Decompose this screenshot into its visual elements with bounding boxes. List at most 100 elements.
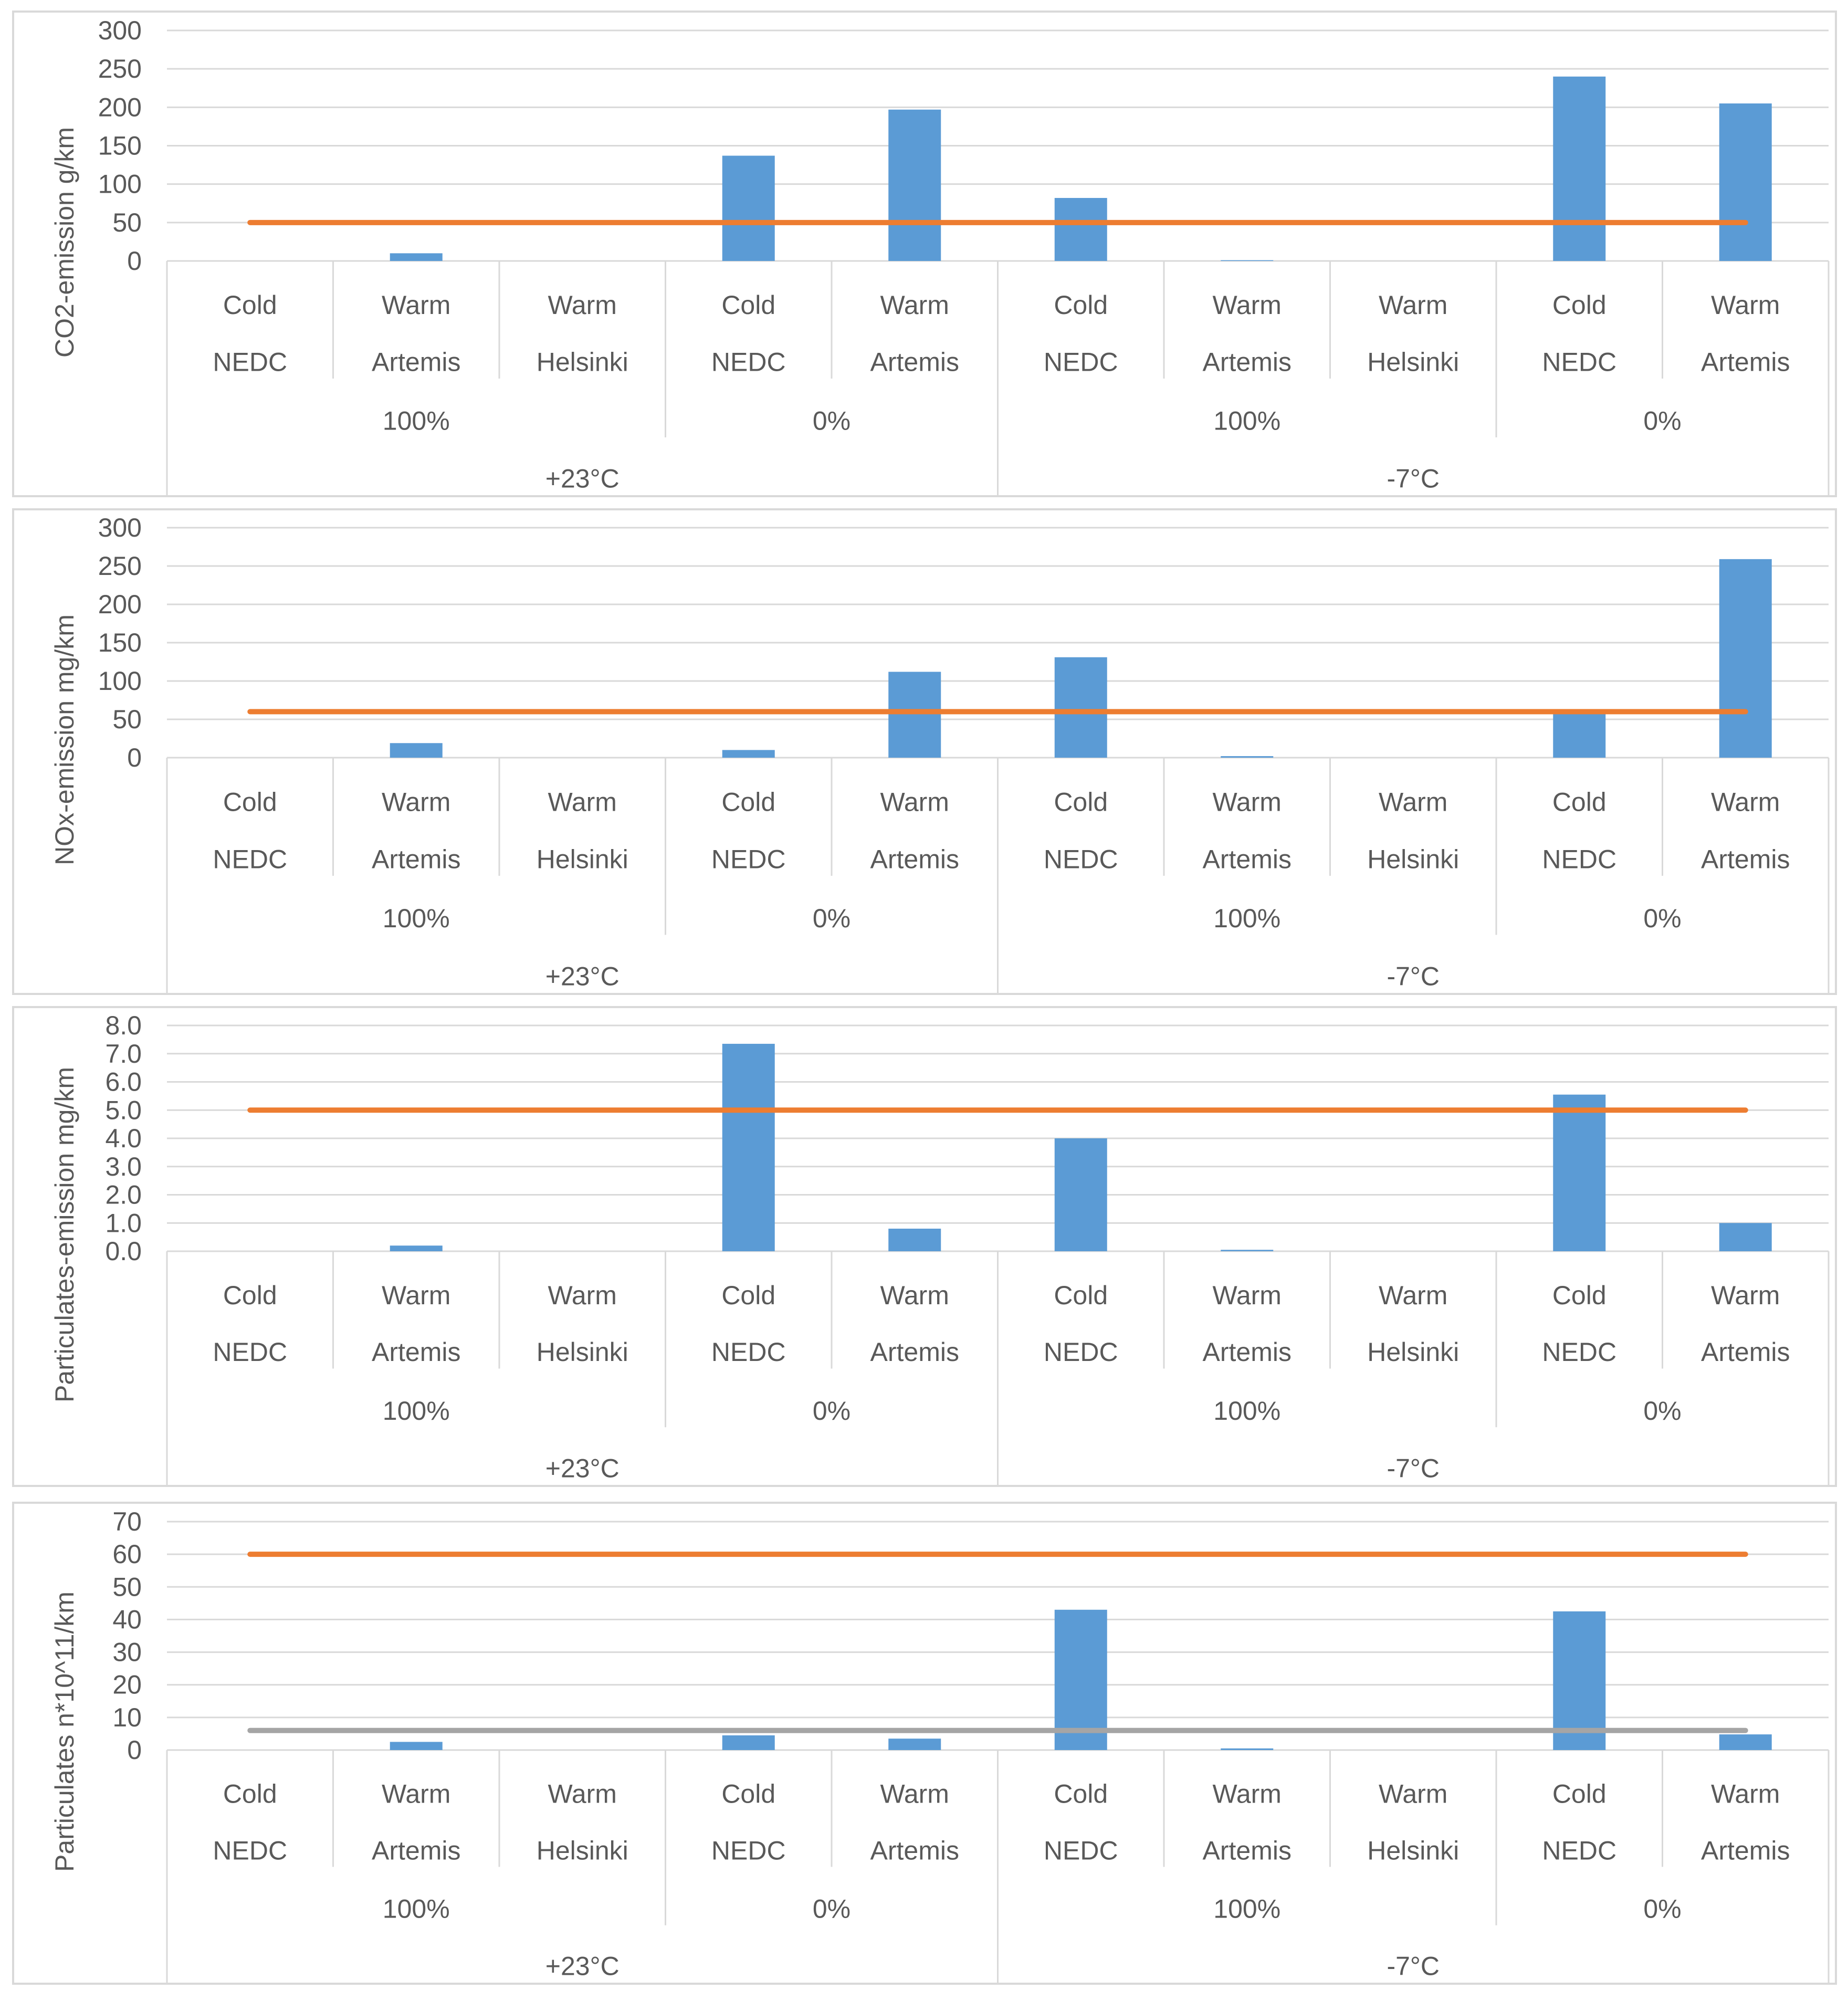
bar-cold-nedc bbox=[1054, 1138, 1107, 1251]
bar-warm-artemis bbox=[1719, 1223, 1772, 1251]
category-cycle-label: NEDC bbox=[711, 845, 786, 874]
category-cycle-label: Helsinki bbox=[537, 1337, 628, 1367]
category-start-label: Warm bbox=[1213, 1779, 1282, 1808]
category-cycle-label: Helsinki bbox=[537, 348, 628, 377]
category-start-label: Warm bbox=[1213, 1281, 1282, 1310]
category-cycle-label: NEDC bbox=[1542, 845, 1616, 874]
bar-warm-artemis bbox=[390, 1742, 443, 1750]
temperature-group-label: -7°C bbox=[1387, 464, 1440, 493]
category-cycle-label: NEDC bbox=[1542, 1337, 1616, 1367]
y-tick-label: 70 bbox=[112, 1507, 142, 1536]
bar-cold-nedc bbox=[1054, 1609, 1107, 1750]
bar-cold-nedc bbox=[722, 750, 775, 758]
category-start-label: Cold bbox=[1054, 787, 1108, 816]
category-start-label: Cold bbox=[721, 1779, 775, 1808]
category-start-label: Cold bbox=[1054, 1779, 1108, 1808]
category-start-label: Cold bbox=[1552, 290, 1606, 320]
category-start-label: Cold bbox=[223, 1779, 277, 1808]
y-tick-label: 10 bbox=[112, 1703, 142, 1732]
category-cycle-label: Artemis bbox=[870, 1337, 959, 1367]
bar-warm-artemis bbox=[888, 1229, 941, 1251]
category-start-label: Warm bbox=[1711, 290, 1780, 320]
y-tick-label: 0 bbox=[127, 743, 142, 772]
temperature-group-label: +23°C bbox=[545, 961, 620, 991]
category-start-label: Warm bbox=[880, 787, 949, 816]
category-cycle-label: NEDC bbox=[213, 845, 287, 874]
y-tick-label: 250 bbox=[98, 54, 142, 83]
bar-warm-artemis bbox=[1221, 756, 1274, 758]
y-tick-label: 200 bbox=[98, 590, 142, 619]
charge-group-label: 100% bbox=[383, 1396, 450, 1426]
y-tick-label: 100 bbox=[98, 666, 142, 696]
bar-cold-nedc bbox=[1054, 657, 1107, 758]
bar-warm-artemis bbox=[1221, 260, 1274, 261]
category-start-label: Warm bbox=[1379, 1281, 1447, 1310]
category-start-label: Warm bbox=[1213, 290, 1282, 320]
y-tick-label: 0.0 bbox=[105, 1237, 142, 1266]
bar-warm-artemis bbox=[888, 109, 941, 261]
bar-warm-artemis bbox=[1221, 1250, 1274, 1251]
y-tick-label: 60 bbox=[112, 1539, 142, 1569]
y-axis-title: CO2-emission g/km bbox=[50, 127, 79, 358]
temperature-group-label: +23°C bbox=[545, 1952, 620, 1981]
y-tick-label: 2.0 bbox=[105, 1180, 142, 1210]
y-tick-label: 300 bbox=[98, 513, 142, 542]
bar-warm-artemis bbox=[1221, 1748, 1274, 1750]
charge-group-label: 100% bbox=[383, 1894, 450, 1924]
category-start-label: Cold bbox=[223, 787, 277, 816]
bar-cold-nedc bbox=[722, 155, 775, 261]
bar-warm-artemis bbox=[390, 743, 443, 758]
category-cycle-label: Artemis bbox=[1701, 1337, 1790, 1367]
y-tick-label: 1.0 bbox=[105, 1208, 142, 1238]
temperature-group-label: -7°C bbox=[1387, 1952, 1440, 1981]
category-start-label: Cold bbox=[721, 1281, 775, 1310]
category-start-label: Warm bbox=[548, 1281, 617, 1310]
bar-warm-artemis bbox=[888, 1738, 941, 1750]
chart-panel-3: 0.01.02.03.04.05.06.07.08.0 Particulates-… bbox=[12, 1006, 1837, 1487]
category-cycle-label: Artemis bbox=[372, 1836, 460, 1865]
category-cycle-label: NEDC bbox=[711, 348, 786, 377]
temperature-group-label: -7°C bbox=[1387, 1453, 1440, 1483]
category-start-label: Cold bbox=[721, 787, 775, 816]
category-cycle-label: NEDC bbox=[711, 1836, 786, 1865]
y-tick-label: 200 bbox=[98, 92, 142, 122]
category-cycle-label: NEDC bbox=[1044, 348, 1118, 377]
y-tick-label: 5.0 bbox=[105, 1095, 142, 1125]
bar-cold-nedc bbox=[722, 1735, 775, 1750]
category-cycle-label: Helsinki bbox=[1367, 1836, 1459, 1865]
category-start-label: Warm bbox=[548, 787, 617, 816]
category-cycle-label: Artemis bbox=[1701, 845, 1790, 874]
charge-group-label: 0% bbox=[813, 1894, 850, 1924]
category-cycle-label: NEDC bbox=[213, 1337, 287, 1367]
charge-group-label: 0% bbox=[813, 904, 850, 933]
category-cycle-label: NEDC bbox=[711, 1337, 786, 1367]
y-tick-label: 250 bbox=[98, 551, 142, 581]
charge-group-label: 0% bbox=[1643, 1894, 1681, 1924]
y-tick-label: 100 bbox=[98, 170, 142, 199]
category-cycle-label: Artemis bbox=[372, 845, 460, 874]
category-cycle-label: Helsinki bbox=[1367, 348, 1459, 377]
category-start-label: Warm bbox=[1711, 1281, 1780, 1310]
category-start-label: Cold bbox=[223, 290, 277, 320]
bar-warm-artemis bbox=[888, 672, 941, 758]
charge-group-label: 0% bbox=[813, 1396, 850, 1426]
category-start-label: Warm bbox=[382, 787, 450, 816]
category-start-label: Cold bbox=[721, 290, 775, 320]
y-tick-label: 300 bbox=[98, 16, 142, 45]
category-cycle-label: NEDC bbox=[1044, 1836, 1118, 1865]
category-cycle-label: NEDC bbox=[213, 348, 287, 377]
y-tick-label: 0 bbox=[127, 246, 142, 276]
y-tick-label: 7.0 bbox=[105, 1039, 142, 1069]
temperature-group-label: -7°C bbox=[1387, 961, 1440, 991]
y-tick-label: 50 bbox=[112, 705, 142, 734]
category-cycle-label: Artemis bbox=[1203, 1337, 1292, 1367]
y-tick-label: 8.0 bbox=[105, 1011, 142, 1040]
category-start-label: Warm bbox=[880, 290, 949, 320]
category-start-label: Warm bbox=[880, 1779, 949, 1808]
category-cycle-label: Artemis bbox=[870, 845, 959, 874]
category-start-label: Cold bbox=[1054, 1281, 1108, 1310]
category-cycle-label: Artemis bbox=[1203, 1836, 1292, 1865]
charge-group-label: 0% bbox=[1643, 904, 1681, 933]
y-tick-label: 150 bbox=[98, 628, 142, 657]
